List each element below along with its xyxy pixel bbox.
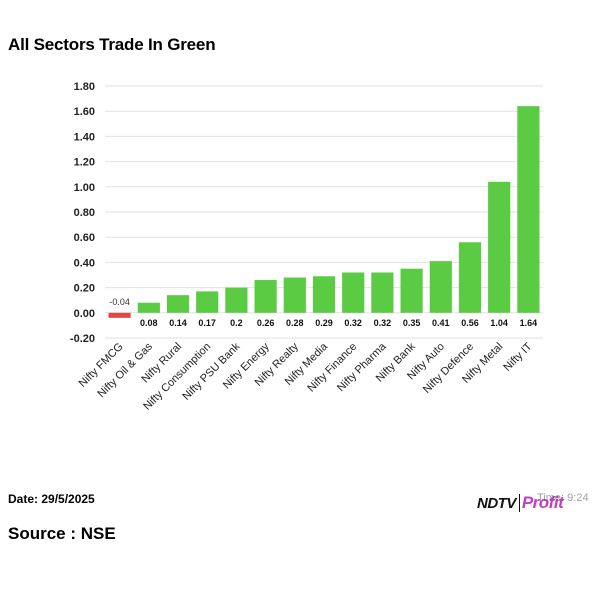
bar xyxy=(108,312,131,318)
y-tick-label: 1.60 xyxy=(74,106,95,118)
y-tick-label: -0.20 xyxy=(70,333,95,345)
bar xyxy=(400,268,423,313)
bar xyxy=(342,272,365,313)
y-tick-label: 1.40 xyxy=(74,131,95,143)
bar-value-label: 0.41 xyxy=(432,318,450,328)
chart-title: All Sectors Trade In Green xyxy=(8,35,216,54)
y-tick-label: 1.00 xyxy=(74,182,95,194)
bar-value-label: 0.17 xyxy=(198,318,216,328)
bar-value-label: 0.35 xyxy=(403,318,421,328)
date-label: Date: 29/5/2025 xyxy=(8,492,95,506)
bar-value-label: 0.26 xyxy=(257,318,275,328)
logo-sub: Profit xyxy=(521,493,564,512)
y-tick-label: 0.40 xyxy=(74,257,95,269)
bar xyxy=(458,242,482,313)
bar-value-label: 0.32 xyxy=(374,318,392,328)
bar xyxy=(254,280,277,313)
bar xyxy=(429,261,452,313)
bar-value-label: 0.08 xyxy=(140,318,158,328)
bar-value-label: 0.14 xyxy=(169,318,187,328)
y-tick-label: 0.80 xyxy=(74,207,95,219)
y-tick-label: 1.20 xyxy=(74,157,95,169)
y-tick-label: 0.00 xyxy=(74,308,95,320)
bar xyxy=(312,276,336,313)
y-tick-label: 0.60 xyxy=(74,232,95,244)
y-tick-label: 1.80 xyxy=(74,81,95,93)
bar xyxy=(196,291,219,313)
bar-value-label: 1.64 xyxy=(520,318,538,328)
bar xyxy=(283,277,306,313)
bar xyxy=(166,295,190,313)
bar-value-label: 1.04 xyxy=(490,318,508,328)
source-label: Source : NSE xyxy=(8,524,116,543)
logo-brand: NDTV xyxy=(477,494,516,512)
x-tick-label: Nifty IT xyxy=(501,340,534,373)
bar-value-label: 0.32 xyxy=(344,318,362,328)
bar-value-label: -0.04 xyxy=(109,297,130,307)
bar xyxy=(225,287,248,313)
bar-value-label: 0.29 xyxy=(315,318,333,328)
bar-value-label: 0.56 xyxy=(461,318,479,328)
bar xyxy=(517,106,540,313)
bar xyxy=(488,181,511,313)
ndtv-profit-logo: NDTV Profit xyxy=(477,492,564,514)
bar xyxy=(371,272,394,313)
logo-divider xyxy=(518,494,520,512)
time-label: Time: 9:24 xyxy=(537,492,589,504)
bar xyxy=(137,302,160,313)
y-tick-label: 0.20 xyxy=(74,283,95,295)
bar-value-label: 0.2 xyxy=(230,318,243,328)
bar-value-label: 0.28 xyxy=(286,318,304,328)
